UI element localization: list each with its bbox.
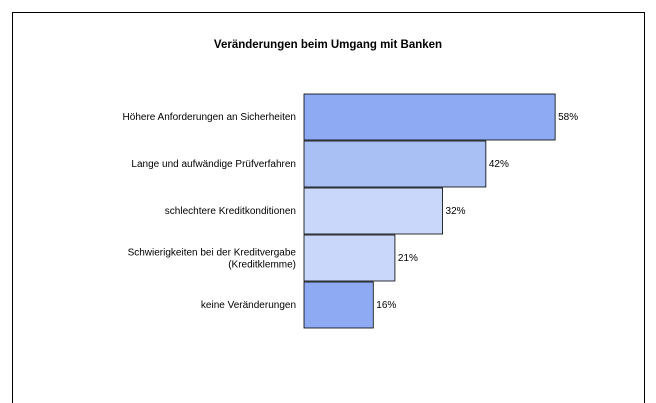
value-label: 32%: [446, 206, 466, 217]
value-label: 21%: [398, 253, 418, 264]
chart-title: Veränderungen beim Umgang mit Banken: [214, 39, 442, 51]
bar: [303, 281, 374, 329]
bar: [303, 187, 443, 235]
bar: [303, 140, 487, 188]
bar: [303, 234, 396, 282]
category-label: keine Veränderungen: [201, 300, 296, 311]
value-label: 42%: [489, 159, 509, 170]
category-label: Schwierigkeiten bei der Kreditvergabe (Kr…: [128, 247, 297, 270]
category-label: Höhere Anforderungen an Sicherheiten: [123, 112, 296, 123]
value-label: 58%: [558, 112, 578, 123]
category-label: Lange und aufwändige Prüfverfahren: [131, 159, 296, 170]
chart-frame: [12, 12, 645, 403]
category-label: schlechtere Kreditkonditionen: [165, 206, 296, 217]
bar: [303, 93, 556, 141]
value-label: 16%: [376, 300, 396, 311]
